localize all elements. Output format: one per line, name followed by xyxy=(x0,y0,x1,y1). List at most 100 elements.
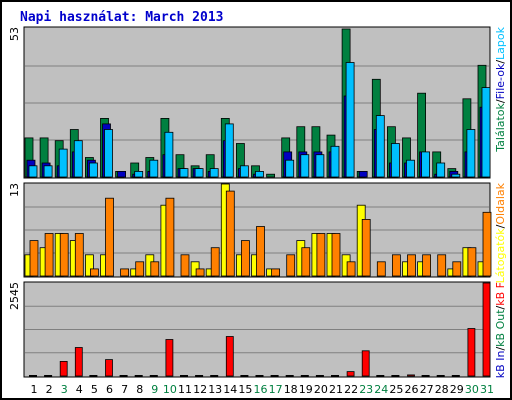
bar-files xyxy=(358,170,368,178)
bar-pages-viewed xyxy=(195,268,205,277)
bar-kb xyxy=(346,371,355,377)
bar-kb xyxy=(165,339,174,377)
bar-pages-viewed xyxy=(391,254,401,277)
bar-pages xyxy=(73,140,83,178)
bar-pages xyxy=(390,143,400,178)
bar-pages-viewed xyxy=(105,197,114,277)
bar-pages-viewed xyxy=(240,240,250,277)
chart-title: Napi használat: March 2013 xyxy=(20,10,224,25)
bars xyxy=(24,28,492,377)
bar-pages xyxy=(436,162,446,178)
bar-kb-zero xyxy=(376,375,385,377)
legend-entry: Látogatók xyxy=(494,228,507,284)
day-label: 4 xyxy=(76,383,83,396)
bar-pages-viewed xyxy=(437,254,447,277)
day-label: 14 xyxy=(223,383,237,396)
bar-kb-zero xyxy=(210,375,219,377)
bar-files xyxy=(117,170,126,178)
day-label: 2 xyxy=(46,383,53,396)
bar-kb-zero xyxy=(119,375,128,377)
bar-pages-viewed xyxy=(210,247,220,277)
day-label: 31 xyxy=(480,383,494,396)
bar-kb-zero xyxy=(255,375,264,377)
day-label: 25 xyxy=(389,383,403,396)
bar-pages-viewed xyxy=(316,233,326,277)
bar-kb xyxy=(407,374,415,377)
bar-pages xyxy=(285,159,295,178)
legend-entry: / xyxy=(494,305,507,309)
bar-kb-zero xyxy=(451,375,460,377)
day-label: 18 xyxy=(284,383,298,396)
bar-kb-zero xyxy=(149,375,158,377)
bar-pages xyxy=(209,168,219,178)
bar-pages-viewed xyxy=(44,233,54,277)
bar-kb-zero xyxy=(270,375,279,377)
bar-pages-viewed xyxy=(467,247,477,277)
bar-pages-viewed xyxy=(29,240,39,277)
bar-kb-zero xyxy=(331,375,339,377)
bar-pages xyxy=(300,154,310,178)
day-label: 24 xyxy=(374,383,388,396)
bar-kb xyxy=(225,336,234,377)
day-label: 15 xyxy=(238,383,252,396)
bar-pages xyxy=(179,168,189,178)
bar-kb xyxy=(59,360,68,377)
legend-entry: Találatok xyxy=(494,102,507,152)
bar-kb xyxy=(74,347,83,377)
bar-kb xyxy=(361,350,370,377)
bar-pages xyxy=(149,159,159,178)
day-label: 20 xyxy=(314,383,328,396)
bar-pages xyxy=(164,131,174,178)
day-label: 1 xyxy=(31,383,38,396)
bar-pages xyxy=(239,165,249,178)
bar-pages xyxy=(43,165,53,178)
legend-entry: / xyxy=(494,99,507,103)
bar-pages xyxy=(421,151,431,178)
day-label: 23 xyxy=(359,383,373,396)
legend-entry: / xyxy=(494,224,507,228)
bar-pages xyxy=(481,87,491,178)
bar-pages-viewed xyxy=(150,261,160,277)
bar-pages-viewed xyxy=(361,218,371,277)
bar-pages-viewed xyxy=(165,197,175,277)
bar-kb-zero xyxy=(89,375,98,377)
bar-pages-viewed xyxy=(452,261,462,277)
bar-pages xyxy=(375,115,385,178)
bar-pages xyxy=(58,148,68,178)
bar-kb-zero xyxy=(300,375,309,377)
day-label: 5 xyxy=(91,383,98,396)
bar-pages-viewed xyxy=(135,261,145,277)
day-label: 3 xyxy=(61,383,68,396)
bar-pages xyxy=(255,170,264,178)
bar-pages-viewed xyxy=(225,190,235,277)
day-label: 16 xyxy=(254,383,268,396)
bar-pages-viewed xyxy=(331,233,341,277)
bar-pages-viewed xyxy=(256,226,265,277)
day-label: 11 xyxy=(178,383,192,396)
bar-pages xyxy=(330,145,340,178)
legend-entry: / xyxy=(494,60,507,64)
bar-pages-viewed xyxy=(422,254,432,277)
legend-entry: kB In xyxy=(494,351,507,379)
legend-entry: kB F xyxy=(494,282,507,306)
bar-kb-zero xyxy=(240,375,249,377)
bar-kb-zero xyxy=(44,375,53,377)
day-label: 13 xyxy=(208,383,222,396)
day-label: 17 xyxy=(269,383,283,396)
bar-pages-viewed xyxy=(407,254,416,277)
bar-kb-zero xyxy=(436,375,445,377)
bar-pages-viewed xyxy=(120,268,129,277)
bar-pages xyxy=(315,154,325,178)
bar-pages-viewed xyxy=(59,233,69,277)
bar-kb-zero xyxy=(195,375,204,377)
bar-pages xyxy=(104,129,113,178)
bar-pages xyxy=(224,123,234,178)
bar-pages-viewed xyxy=(74,233,84,277)
day-label: 19 xyxy=(299,383,313,396)
day-label: 29 xyxy=(450,383,464,396)
top-legend: Találatok/File-ok/Lapok xyxy=(494,26,507,152)
bar-pages xyxy=(406,159,415,178)
day-label: 12 xyxy=(193,383,207,396)
legend-entry: Oldalak xyxy=(494,182,507,224)
